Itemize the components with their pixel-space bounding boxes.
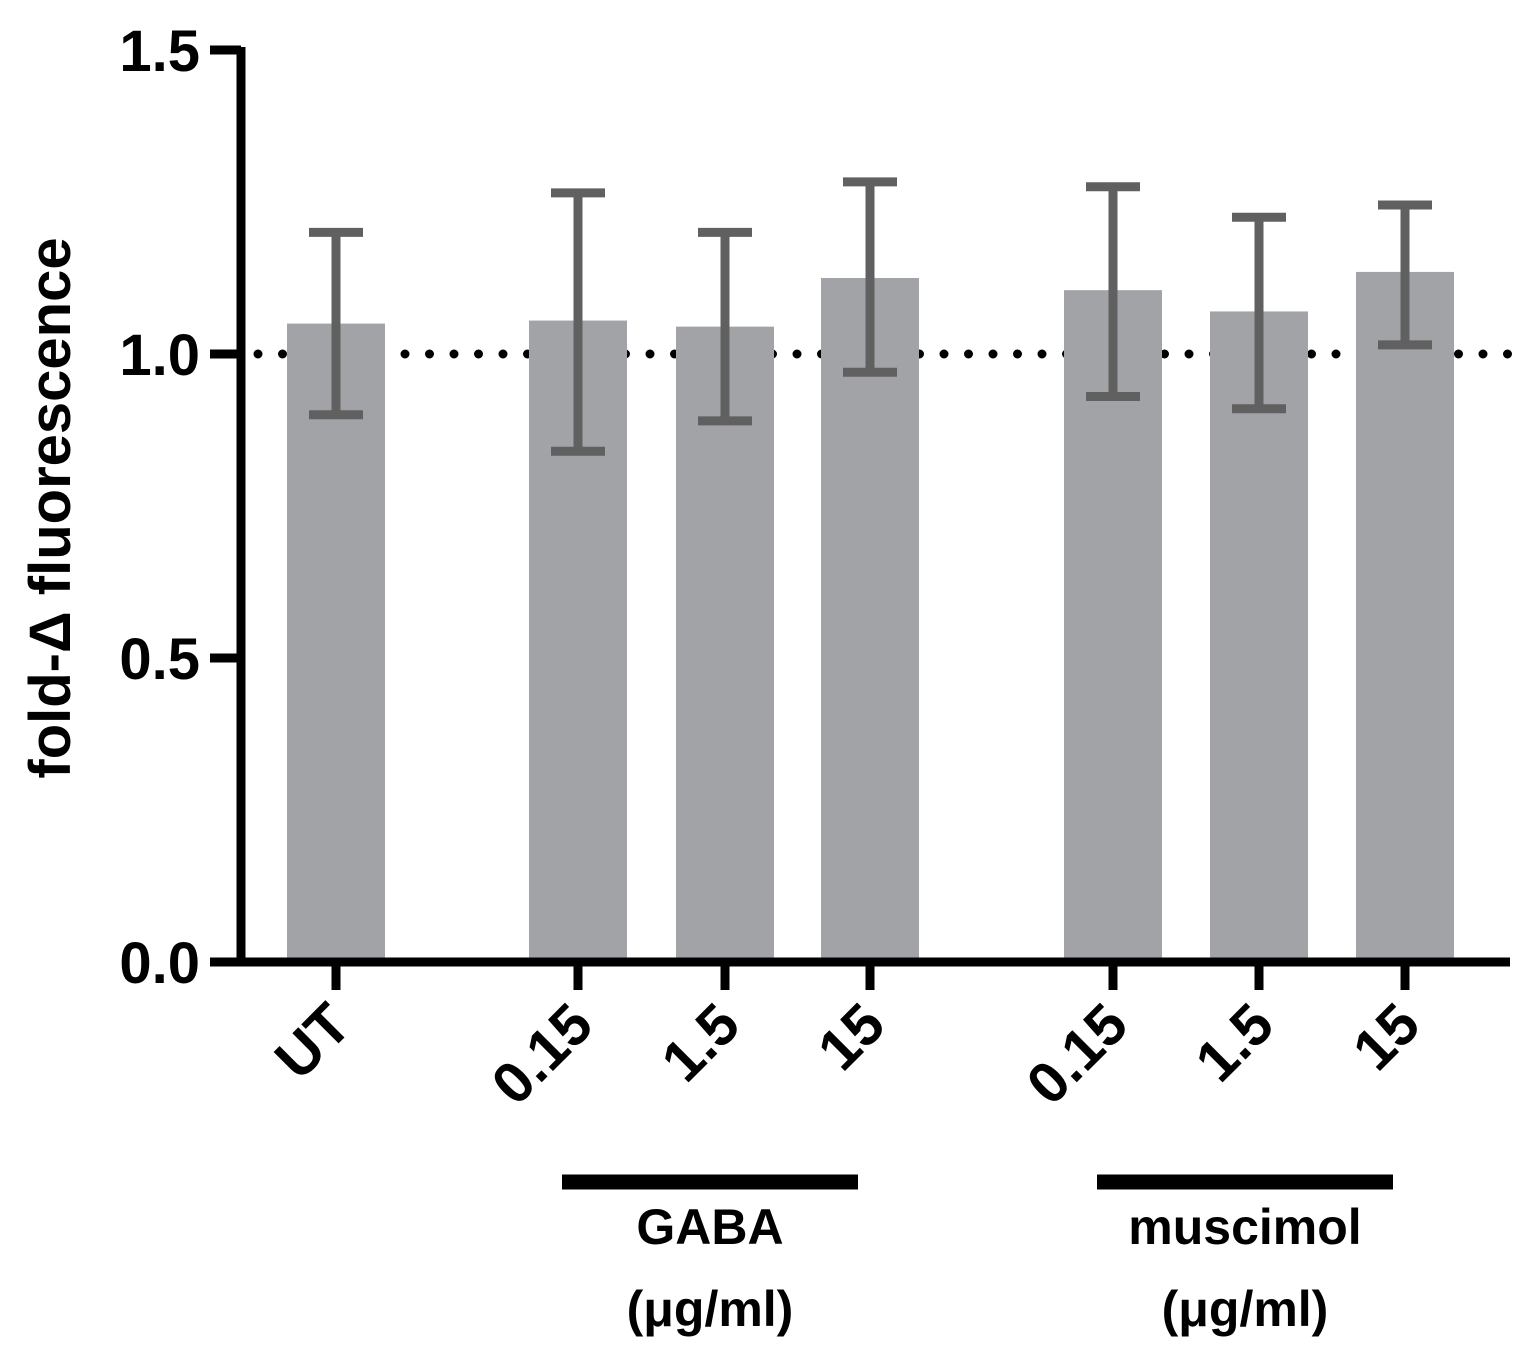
bar: [1210, 311, 1308, 962]
y-tick-label: 0.5: [119, 627, 200, 692]
bar: [821, 278, 919, 962]
x-tick-label: 1.5: [1183, 991, 1286, 1094]
group-label: GABA: [636, 1199, 783, 1255]
group-unit-label: (μg/ml): [627, 1281, 794, 1337]
group-label: muscimol: [1128, 1199, 1361, 1255]
x-ticks-layer: UT 0.15 1.5 15 0.15 1.5 15: [263, 962, 1433, 1117]
x-tick-label: 0.15: [1014, 991, 1140, 1117]
bar: [1356, 271, 1454, 962]
y-tick-label: 1.5: [119, 19, 200, 84]
x-tick-label: UT: [263, 991, 364, 1092]
y-ticks-layer: 0.0 0.5 1.0 1.5: [119, 19, 241, 996]
y-axis-label: fold-Δ fluorescence: [18, 237, 83, 778]
x-tick-label: 0.15: [479, 991, 605, 1117]
x-tick-label: 15: [1341, 991, 1433, 1083]
y-tick-label: 1.0: [119, 323, 200, 388]
group-brackets-layer: GABA (μg/ml) muscimol (μg/ml): [562, 1174, 1393, 1337]
y-tick-label: 0.0: [119, 931, 200, 996]
x-tick-label: 1.5: [649, 991, 752, 1094]
error-bars-layer: [309, 177, 1432, 456]
bar: [676, 326, 774, 962]
x-tick-label: 15: [806, 991, 898, 1083]
group-unit-label: (μg/ml): [1162, 1281, 1329, 1337]
bars-layer: [287, 271, 1454, 963]
bar: [287, 323, 385, 963]
bar: [1064, 290, 1162, 962]
